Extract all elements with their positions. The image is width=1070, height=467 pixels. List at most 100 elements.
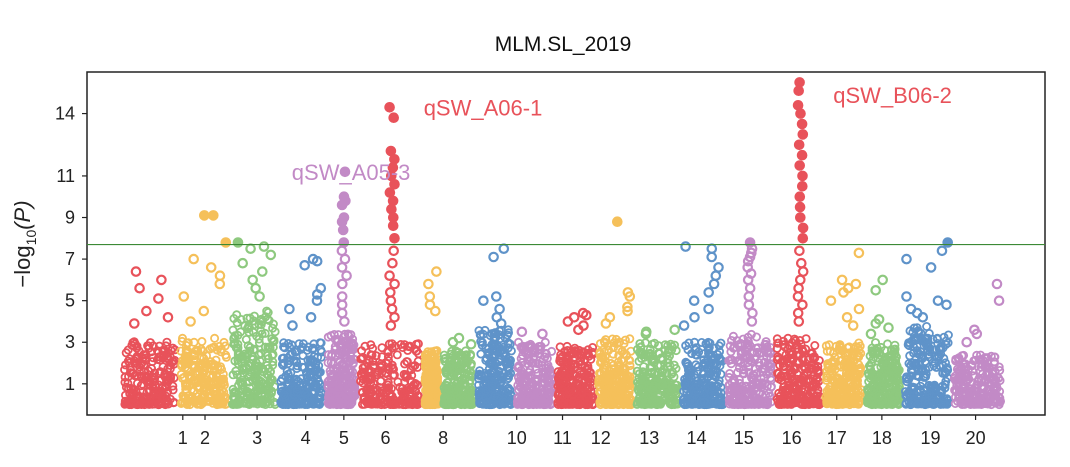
snp-point-outlier: [825, 295, 837, 306]
snp-point: [476, 387, 486, 397]
chromosome-14-points: [678, 241, 728, 410]
snp-point-outlier: [287, 320, 298, 331]
chromosome-13-points: [632, 324, 683, 410]
snp-point-outlier: [537, 328, 548, 340]
snp-point: [210, 333, 220, 343]
snp-point: [197, 392, 207, 402]
x-tick-label: 16: [782, 428, 802, 448]
snp-point-outlier: [339, 166, 351, 178]
snp-point-outlier: [389, 311, 400, 323]
x-tick-label: 11: [553, 428, 572, 448]
snp-point-outlier: [796, 118, 808, 130]
chromosome-8-points: [439, 332, 478, 410]
snp-point-outlier: [245, 243, 256, 254]
snp-point: [279, 390, 289, 400]
snp-point: [227, 399, 237, 409]
snp-point: [405, 341, 415, 351]
snp-point-outlier: [792, 100, 804, 111]
snp-point: [341, 374, 351, 384]
snp-point: [356, 376, 366, 386]
snp-point-outlier: [794, 212, 806, 223]
snp-point: [132, 396, 142, 406]
snp-point: [295, 397, 305, 407]
y-axis-label-suffix: (P): [10, 200, 35, 229]
chromosome-11-points: [553, 307, 598, 410]
snp-point-outlier: [797, 299, 808, 311]
snp-point-outlier: [688, 295, 700, 306]
snp-point-outlier: [339, 316, 350, 327]
snp-point-outlier: [198, 305, 210, 317]
snp-point: [197, 336, 207, 346]
snp-point: [490, 391, 500, 401]
snp-point: [206, 357, 216, 367]
snp-point: [131, 399, 141, 409]
snp-point-outlier: [247, 274, 258, 286]
chromosome-6-points: [356, 102, 424, 410]
snp-point: [386, 396, 396, 406]
snp-point: [328, 359, 338, 369]
snp-point: [407, 370, 417, 380]
chromosome-15-points: [724, 237, 776, 410]
snp-point: [233, 359, 243, 369]
snp-point: [382, 383, 392, 393]
snp-point: [531, 374, 541, 384]
snp-point-outlier: [311, 255, 323, 267]
snp-point: [367, 373, 377, 383]
snp-point: [481, 355, 491, 365]
snp-point: [323, 393, 333, 403]
snp-point: [423, 394, 433, 404]
snp-point: [502, 330, 512, 340]
snp-point: [237, 380, 247, 390]
snp-point-outlier: [250, 282, 261, 294]
snp-point-outlier: [516, 326, 528, 338]
snp-point: [330, 344, 340, 354]
snp-point: [922, 321, 932, 331]
snp-point: [348, 359, 358, 369]
snp-point: [165, 372, 175, 382]
snp-point: [196, 344, 206, 354]
snp-point-outlier: [311, 289, 323, 300]
snp-point-outlier: [710, 270, 722, 281]
snp-point: [334, 349, 344, 359]
snp-point-outlier: [706, 251, 717, 263]
snp-point-outlier: [447, 336, 459, 348]
snp-point: [543, 360, 553, 370]
y-tick-label: 3: [65, 332, 75, 352]
snp-point: [525, 379, 535, 389]
snp-point-outlier: [792, 291, 804, 302]
x-tick-label: 2: [200, 428, 210, 448]
snp-point: [194, 368, 204, 378]
snp-point: [514, 376, 524, 386]
y-tick-label: 5: [65, 291, 75, 311]
snp-point-outlier: [991, 278, 1003, 290]
snp-point: [323, 398, 333, 408]
snp-point: [202, 380, 212, 390]
snp-point-outlier: [388, 112, 399, 123]
snp-point: [221, 350, 231, 360]
snp-point-outlier: [488, 251, 499, 263]
snp-point-outlier: [424, 291, 436, 302]
snp-point: [360, 362, 370, 372]
snp-point-outlier: [386, 303, 398, 315]
snp-point: [216, 379, 226, 389]
snp-point-outlier: [129, 318, 140, 329]
snp-point: [383, 377, 393, 387]
snp-point-outlier: [925, 262, 937, 273]
snp-point: [544, 389, 554, 399]
snp-point: [292, 387, 302, 397]
peak-label: qSW_A06-1: [424, 95, 543, 120]
snp-point: [277, 382, 287, 392]
snp-point: [150, 368, 160, 378]
snp-point-outlier: [389, 233, 400, 244]
snp-point: [276, 376, 286, 386]
snp-point: [461, 393, 471, 403]
snp-point-outlier: [797, 266, 809, 277]
snp-point-outlier: [706, 243, 718, 254]
snp-point: [148, 341, 158, 351]
chromosome-19-points: [901, 237, 953, 410]
snp-point-outlier: [797, 233, 809, 244]
snp-point: [190, 395, 200, 405]
snp-point: [343, 400, 353, 410]
snp-point: [430, 359, 440, 369]
snp-point-outlier: [746, 316, 758, 327]
